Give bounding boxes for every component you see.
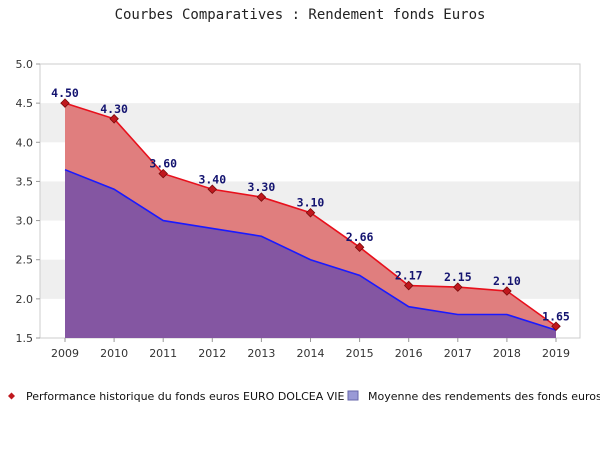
data-label: 4.50 [51,86,79,100]
legend: Performance historique du fonds euros EU… [8,390,600,403]
x-tick-label: 2009 [51,347,79,360]
y-tick-label: 3.5 [16,175,34,188]
series-area-average [65,169,556,338]
x-tick-label: 2012 [198,347,226,360]
y-tick-label: 2.5 [16,254,34,267]
data-point-performance [60,98,70,108]
data-point-performance [256,192,267,202]
data-point-performance [305,207,316,218]
y-tick-label: 4.5 [16,97,34,110]
data-point-performance [109,114,119,124]
data-label: 3.30 [248,180,276,194]
data-point-performance [551,321,561,332]
data-point-performance [207,184,218,195]
data-label: 2.10 [493,274,521,288]
y-axis: 1.5 2.0 2.5 3.0 3.5 4.0 4.5 5.0 [16,58,40,345]
y-tick-label: 2.0 [16,293,34,306]
x-tick-label: 2019 [542,347,570,360]
y-tick-label: 4.0 [16,136,34,149]
data-point-performance [354,242,365,252]
data-point-performance [403,280,414,291]
x-tick-label: 2013 [247,347,275,360]
x-tick-label: 2018 [493,347,521,360]
data-label: 4.30 [100,102,128,116]
legend-label-performance: Performance historique du fonds euros EU… [26,390,344,403]
data-label: 2.15 [444,270,472,284]
data-label: 2.66 [346,230,374,244]
data-point-performance [453,282,463,292]
x-axis: 2009 2010 2011 2012 2013 2014 2015 2016 2017 2018… [51,338,570,360]
chart-title: Courbes Comparatives : Rendement fonds E… [115,7,486,23]
x-tick-label: 2016 [395,347,423,360]
y-tick-label: 5.0 [16,58,34,71]
data-point-performance [502,286,512,296]
x-tick-label: 2010 [100,347,128,360]
x-tick-label: 2014 [297,347,325,360]
data-label: 3.10 [297,196,325,210]
data-label: 3.60 [149,157,177,171]
x-tick-label: 2017 [444,347,472,360]
data-label: 1.65 [542,309,570,323]
legend-marker-performance [8,392,15,400]
series-line-average [64,168,557,331]
y-tick-label: 3.0 [16,215,34,228]
x-tick-label: 2011 [149,347,177,360]
data-point-performance [158,168,168,179]
legend-marker-average [347,390,359,401]
legend-label-average: Moyenne des rendements des fonds euros [368,390,600,403]
data-label: 2.17 [395,269,423,283]
y-tick-label: 1.5 [16,332,34,345]
data-label: 3.40 [198,172,226,186]
marker-layer [60,98,561,332]
data-label-layer: 4.50 4.30 3.60 3.40 3.30 3.10 2.66 2.17 2.15 2.10… [51,86,570,323]
x-tick-label: 2015 [346,347,374,360]
